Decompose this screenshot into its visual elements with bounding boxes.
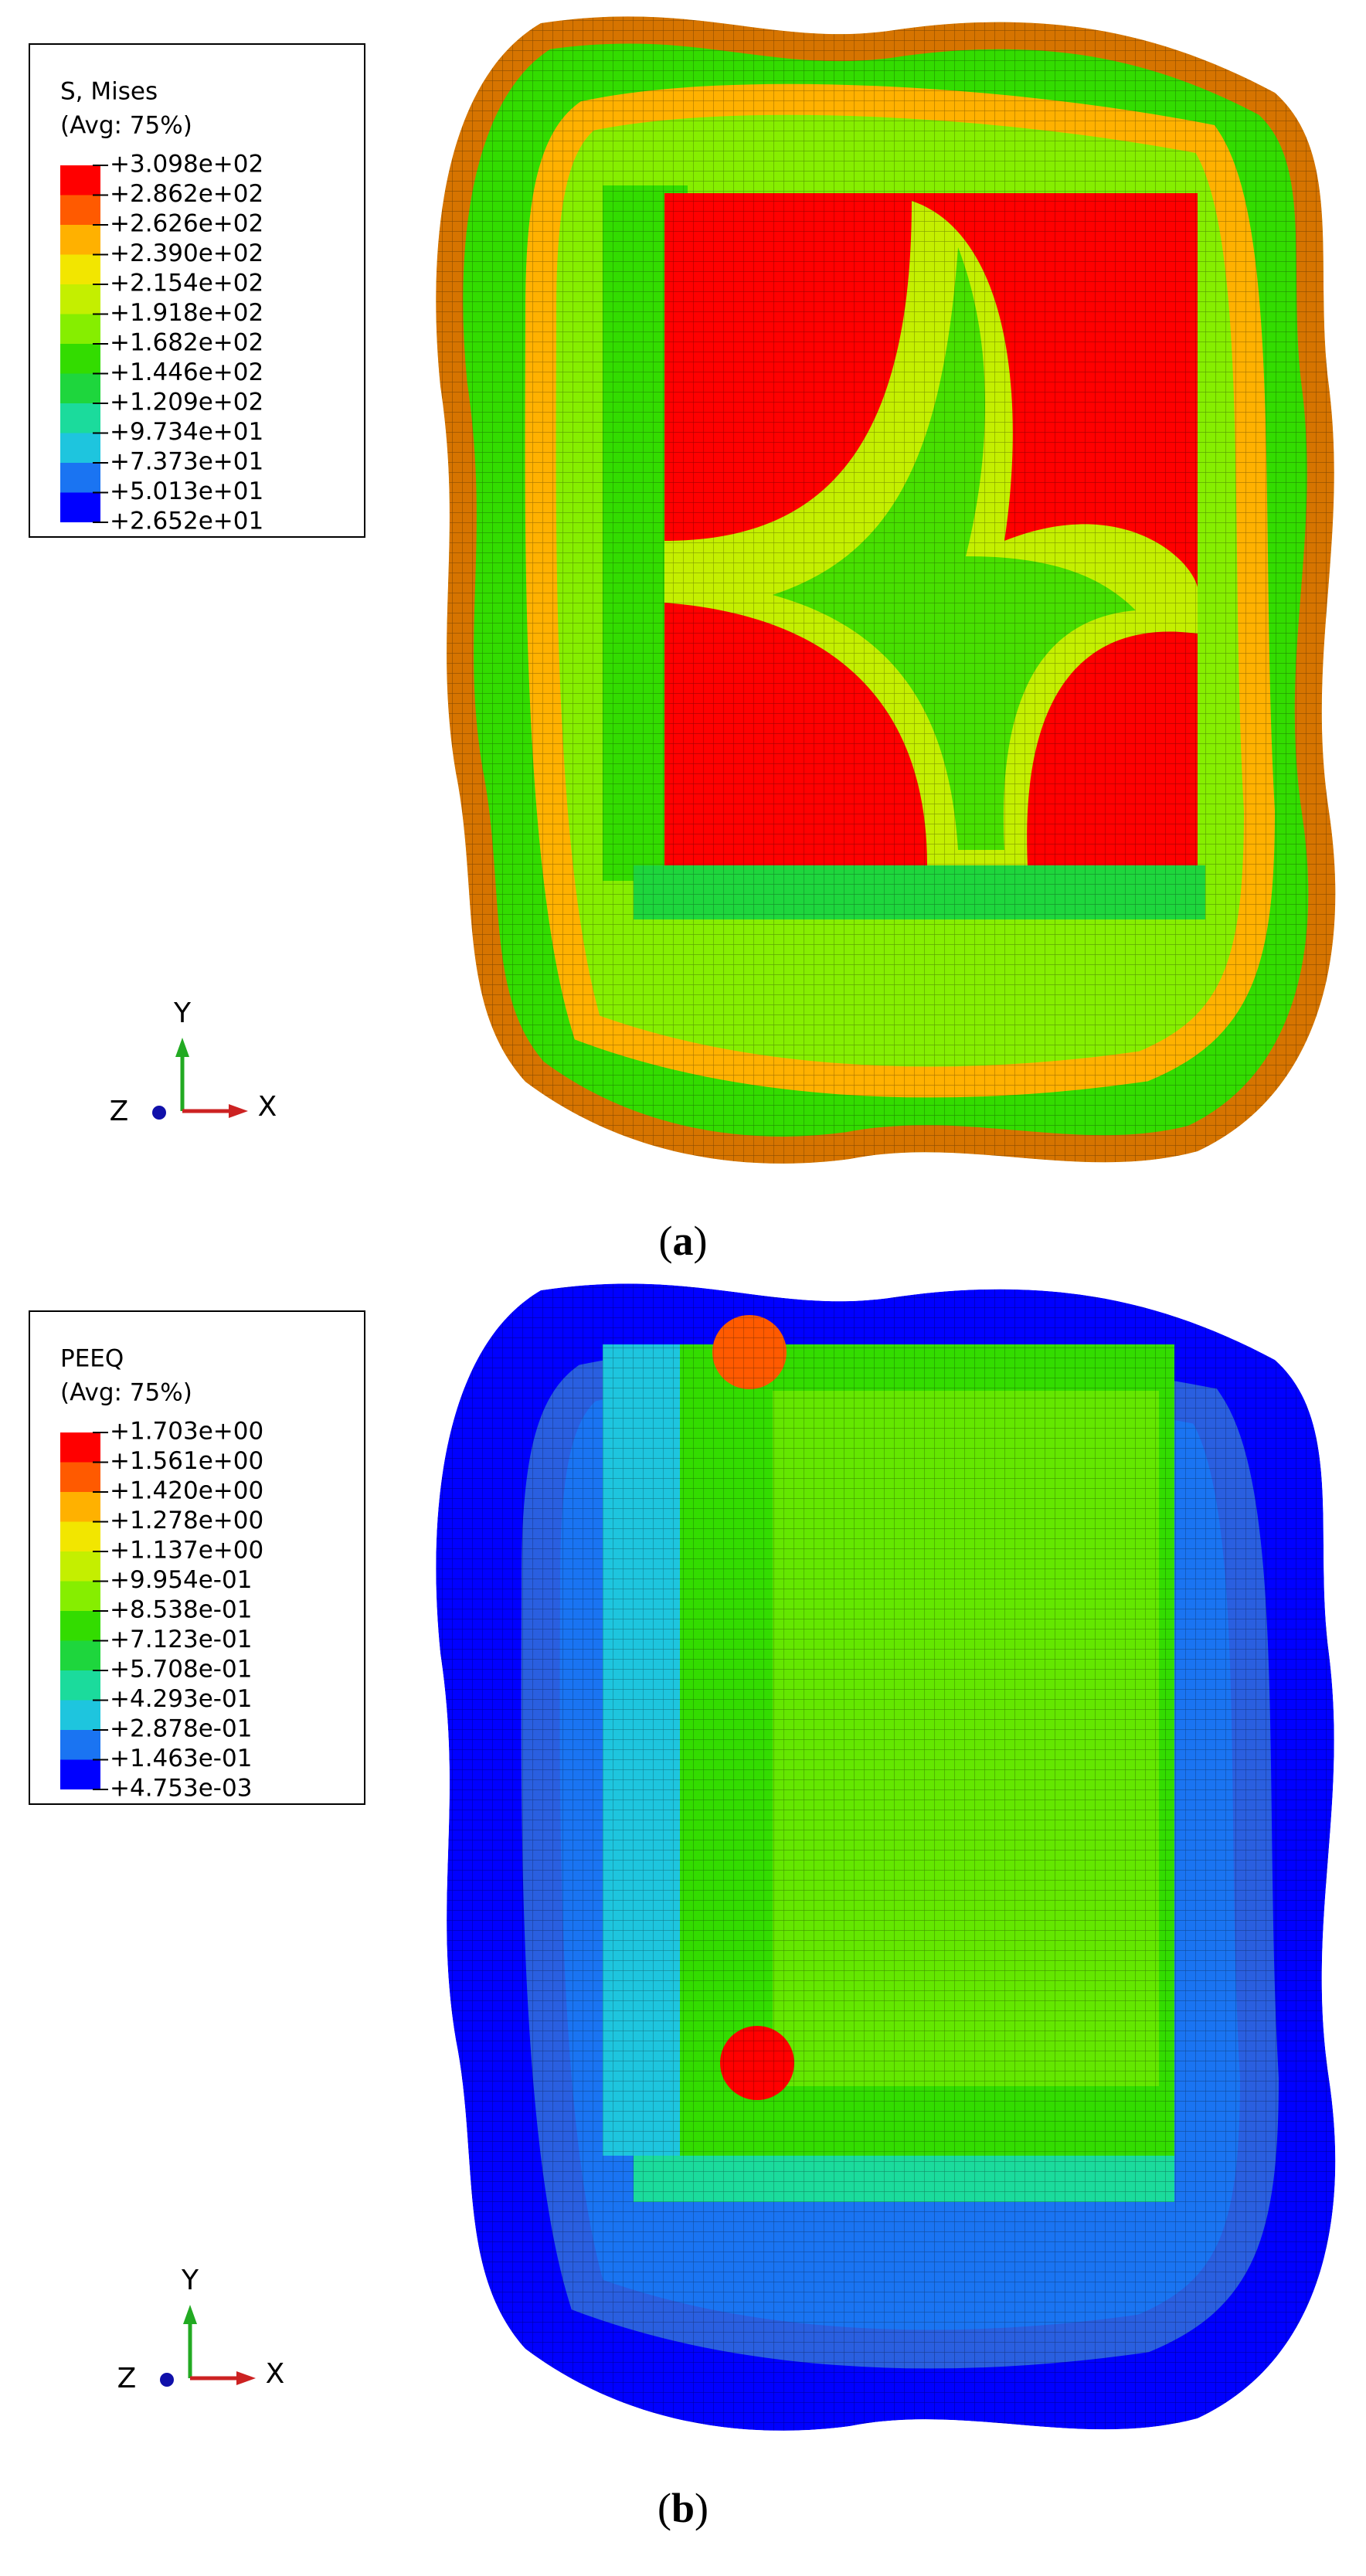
legend-swatch xyxy=(60,314,100,344)
triad-x-label: X xyxy=(266,2358,285,2390)
legend-label: +9.954e-01 xyxy=(110,1566,252,1594)
mesh xyxy=(436,16,1336,1164)
legend-label: +1.703e+00 xyxy=(110,1418,263,1446)
legend-label: +2.154e+02 xyxy=(110,270,263,297)
legend-label: +5.708e-01 xyxy=(110,1656,252,1684)
legend-swatch xyxy=(60,195,100,225)
caption-part: b xyxy=(671,2485,695,2531)
caption-part: ( xyxy=(658,2485,671,2531)
fe-model xyxy=(436,1283,1336,2431)
triad-y-label: Y xyxy=(181,2265,199,2296)
legend-swatch xyxy=(60,344,100,374)
caption-part: ) xyxy=(695,2485,708,2531)
legend-label: +1.463e-01 xyxy=(110,1745,252,1772)
legend-swatch xyxy=(60,284,100,314)
legend-swatch xyxy=(60,1730,100,1760)
caption: (a) xyxy=(659,1218,708,1264)
legend-label: +1.209e+02 xyxy=(110,389,263,416)
legend-swatch xyxy=(60,492,100,522)
legend-label: +3.098e+02 xyxy=(110,151,263,178)
legend-label: +4.753e-03 xyxy=(110,1775,252,1803)
legend-title: PEEQ xyxy=(60,1345,124,1373)
legend-swatch xyxy=(60,433,100,463)
caption-part: ( xyxy=(659,1218,673,1264)
legend-label: +7.373e+01 xyxy=(110,448,263,476)
triad-z-axis xyxy=(160,2373,174,2387)
triad-y-head xyxy=(183,2305,197,2324)
legend-subtitle: (Avg: 75%) xyxy=(60,112,192,140)
legend-swatch xyxy=(60,1670,100,1701)
axis-triad: Y Z X xyxy=(110,997,277,1127)
legend-label: +1.137e+00 xyxy=(110,1537,263,1565)
legend-label: +1.682e+02 xyxy=(110,329,263,357)
triad-y-label: Y xyxy=(173,997,192,1029)
legend-label: +1.278e+00 xyxy=(110,1507,263,1534)
triad-z-label: Z xyxy=(110,1096,129,1127)
triad-x-head xyxy=(229,1104,248,1118)
legend-swatch xyxy=(60,1462,100,1492)
legend-title: S, Mises xyxy=(60,78,158,106)
legend-label: +2.862e+02 xyxy=(110,180,263,208)
legend-swatch xyxy=(60,373,100,403)
legend-swatch xyxy=(60,254,100,284)
legend-swatch xyxy=(60,463,100,493)
legend-swatch xyxy=(60,1521,100,1551)
legend-label: +1.446e+02 xyxy=(110,359,263,386)
caption-part: a xyxy=(673,1218,694,1264)
legend-label: +5.013e+01 xyxy=(110,477,263,505)
triad-y-head xyxy=(175,1038,189,1057)
legend-swatch xyxy=(60,1759,100,1789)
legend-label: +4.293e-01 xyxy=(110,1685,252,1713)
fe-model xyxy=(436,16,1336,1164)
legend-label: +1.420e+00 xyxy=(110,1477,263,1505)
caption: (b) xyxy=(658,2485,708,2531)
legend-swatch xyxy=(60,1640,100,1670)
legend-label: +1.918e+02 xyxy=(110,299,263,327)
legend-swatch xyxy=(60,1581,100,1611)
caption-part: ) xyxy=(694,1218,708,1264)
legend-swatch xyxy=(60,1432,100,1463)
legend-label: +2.626e+02 xyxy=(110,210,263,238)
legend-label: +8.538e-01 xyxy=(110,1596,252,1624)
legend: S, Mises(Avg: 75%)+3.098e+02+2.862e+02+2… xyxy=(29,43,365,538)
legend-label: +9.734e+01 xyxy=(110,418,263,446)
legend-label: +2.390e+02 xyxy=(110,240,263,267)
legend-swatch xyxy=(60,403,100,433)
panel: PEEQ (Avg: 75%) +1.703e+00+1.561e+00+1.420… xyxy=(29,1283,1336,2531)
legend: PEEQ (Avg: 75%) +1.703e+00+1.561e+00+1.420… xyxy=(29,1310,365,1805)
legend-label: +2.652e+01 xyxy=(110,508,263,535)
legend-swatch xyxy=(60,1492,100,1522)
mesh xyxy=(436,1283,1336,2431)
legend-swatch xyxy=(60,165,100,195)
triad-z-axis xyxy=(152,1106,166,1120)
legend-swatch xyxy=(60,1611,100,1641)
panel: S, Mises(Avg: 75%)+3.098e+02+2.862e+02+2… xyxy=(29,16,1336,1264)
legend-label: +7.123e-01 xyxy=(110,1626,252,1653)
triad-z-label: Z xyxy=(117,2363,137,2394)
axis-triad: Y Z X xyxy=(117,2265,285,2394)
legend-subtitle: (Avg: 75%) xyxy=(60,1379,192,1407)
legend-label: +1.561e+00 xyxy=(110,1447,263,1475)
triad-x-head xyxy=(236,2371,256,2385)
legend-swatch xyxy=(60,225,100,255)
legend-swatch xyxy=(60,1551,100,1582)
legend-swatch xyxy=(60,1700,100,1730)
legend-label: +2.878e-01 xyxy=(110,1715,252,1743)
triad-x-label: X xyxy=(258,1091,277,1123)
